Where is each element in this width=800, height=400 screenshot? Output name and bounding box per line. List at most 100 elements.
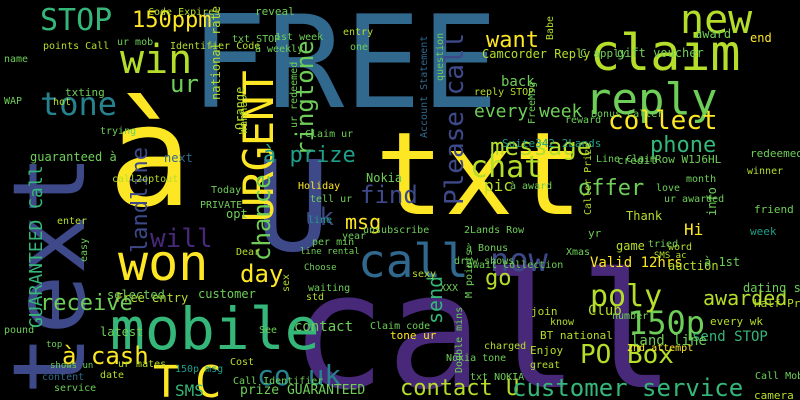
word-valid-12hrs-52: Valid 12hrs bbox=[590, 255, 683, 271]
word-unsubscribe-81: unsubscribe bbox=[363, 225, 430, 236]
word-send-stop-53: send STOP bbox=[692, 329, 768, 345]
word-entry-78: entry bbox=[343, 27, 374, 38]
word-bt-national-148: BT national bbox=[540, 329, 613, 342]
word-sms-50: SMS bbox=[175, 381, 204, 400]
word-now-21: now bbox=[490, 241, 548, 279]
word-one-102: one bbox=[350, 42, 369, 53]
word-ur-51: ur bbox=[170, 70, 199, 98]
word-credit-95: credit bbox=[617, 154, 657, 167]
word-name-117: name bbox=[4, 54, 29, 65]
word-claim-ur-171: Claim ur bbox=[305, 129, 354, 140]
word-claim-code-142: Claim code bbox=[370, 321, 431, 332]
word-ur-mates-129: ur mates bbox=[118, 359, 167, 370]
word-draw-shows-157: draw shows bbox=[454, 256, 515, 267]
word-private-122: PRIVATE bbox=[200, 200, 243, 211]
word-1st-89: à 1st bbox=[704, 255, 741, 269]
word-gift-voucher-66: gift voucher bbox=[617, 46, 704, 60]
word-club-62: Club bbox=[588, 303, 622, 319]
word-land-line-54: land line bbox=[631, 333, 707, 349]
word-wap-118: WAP bbox=[4, 96, 23, 107]
word-shows-un-125: shows un bbox=[50, 361, 94, 371]
word-txting-111: txting bbox=[65, 86, 105, 99]
word-reply-stop-104: reply STOP bbox=[474, 87, 535, 98]
word-tone-16: tone bbox=[40, 85, 118, 123]
word-call-17: call bbox=[358, 234, 469, 288]
word-points-call-79: points Call bbox=[43, 41, 110, 52]
word-tried-176: tried bbox=[648, 239, 679, 250]
word-receive-36: receive bbox=[40, 291, 133, 316]
word-word-156: word bbox=[668, 242, 693, 253]
word-pic-61: pic bbox=[484, 176, 513, 195]
word-identifier-code-115: Identifier Code bbox=[170, 41, 261, 52]
word-dear-140: Dear bbox=[236, 247, 261, 258]
word-call2optout-114: call2optout bbox=[112, 174, 179, 185]
word-offer-45: offer bbox=[578, 176, 645, 201]
word-150ppm-41: 150ppm bbox=[132, 8, 212, 33]
word-phone-46: phone bbox=[650, 133, 717, 158]
word-2nd-attempt-152: 2nd attempt bbox=[627, 343, 694, 354]
word-camera-phone-154: camera phone bbox=[754, 389, 800, 400]
word-friend-88: friend bbox=[754, 203, 794, 216]
word-yr-175: yr bbox=[588, 227, 602, 240]
word-free-entry-55: Free entry bbox=[116, 291, 189, 305]
word-hi-63: Hi bbox=[684, 220, 704, 239]
word-week-87: week bbox=[750, 225, 777, 238]
word-double-mins-172: Double mins bbox=[454, 306, 465, 373]
word-xxx-161: XXX bbox=[440, 283, 459, 294]
word-ur-mob-116: ur mob bbox=[117, 37, 154, 48]
word-nokia-69: Nokia bbox=[366, 171, 403, 185]
word-nokia-tone-144: Nokia tone bbox=[446, 353, 507, 364]
word-hot-119: hot bbox=[53, 97, 72, 108]
word-love-167: love bbox=[656, 183, 681, 194]
word-c-19: C bbox=[195, 357, 222, 400]
word-freemsg-110: FreeMsg bbox=[527, 81, 538, 124]
word-know-149: know bbox=[550, 317, 575, 328]
word-u-6: U bbox=[255, 135, 331, 280]
word-award-96: award bbox=[695, 27, 732, 41]
word-call-2: call bbox=[290, 238, 676, 400]
word-line-rental-137: line rental bbox=[300, 247, 360, 257]
word-chat-27: chat bbox=[470, 150, 543, 185]
word-contact-64: contact bbox=[294, 319, 354, 335]
word-claim-8: claim bbox=[590, 24, 741, 82]
word-caller-prize-166: Caller Prize bbox=[583, 142, 594, 215]
word-prize-33: à prize bbox=[263, 143, 356, 168]
word-sexy-160: sexy bbox=[412, 269, 437, 280]
word-pound-123: pound bbox=[4, 325, 35, 336]
word-po-box-26: PO Box bbox=[580, 340, 674, 370]
word-game-85: game bbox=[616, 239, 645, 253]
word-enjoy-147: Enjoy bbox=[530, 344, 564, 357]
word-message-29: message bbox=[490, 133, 592, 161]
word-will-38: will bbox=[150, 224, 213, 254]
word-150p-msg-130: 150p msg bbox=[175, 364, 224, 375]
word-back-60: back bbox=[501, 74, 535, 90]
word-latest-58: latest bbox=[100, 325, 144, 339]
word-every-wk-92: every wk bbox=[710, 315, 763, 328]
word-await-collection-159: await collection bbox=[467, 260, 564, 271]
word-prize-guaranteed-59: prize GUARANTEED bbox=[240, 383, 366, 398]
word-contact-u-23: contact U bbox=[400, 376, 520, 400]
word-winner-94: winner bbox=[747, 166, 784, 177]
word-day-35: day bbox=[240, 260, 284, 288]
word-m-points-174: M points bbox=[464, 249, 475, 298]
word-thank-68: Thank bbox=[626, 209, 663, 223]
word-bonus-84: à Bonus bbox=[466, 243, 509, 254]
word-end-97: end bbox=[750, 31, 772, 45]
word-reward-107: reward bbox=[565, 115, 602, 126]
word-top-124: top bbox=[46, 340, 63, 350]
word-stop-12: STOP bbox=[40, 3, 113, 38]
word-wanna-77: Wanna bbox=[237, 100, 250, 134]
word-line-claim-165: Line Claim bbox=[596, 154, 657, 165]
word-new-13: new bbox=[680, 0, 753, 43]
word-enter-120: enter bbox=[57, 216, 88, 227]
word-month-163: month bbox=[686, 174, 717, 185]
word-national-rate-73: national rate bbox=[209, 6, 223, 100]
word-2lands-row-83: 2Lands Row bbox=[464, 225, 525, 236]
word-cost-131: Cost bbox=[230, 357, 255, 368]
word-ur-awarded-162: ur awarded bbox=[664, 194, 725, 205]
word-landline-39: landline bbox=[128, 147, 153, 253]
word-awarded-49: awarded bbox=[703, 286, 788, 310]
word-account-statement-105: Account Statement bbox=[419, 35, 430, 138]
word-150p-20: 150p bbox=[628, 304, 706, 342]
